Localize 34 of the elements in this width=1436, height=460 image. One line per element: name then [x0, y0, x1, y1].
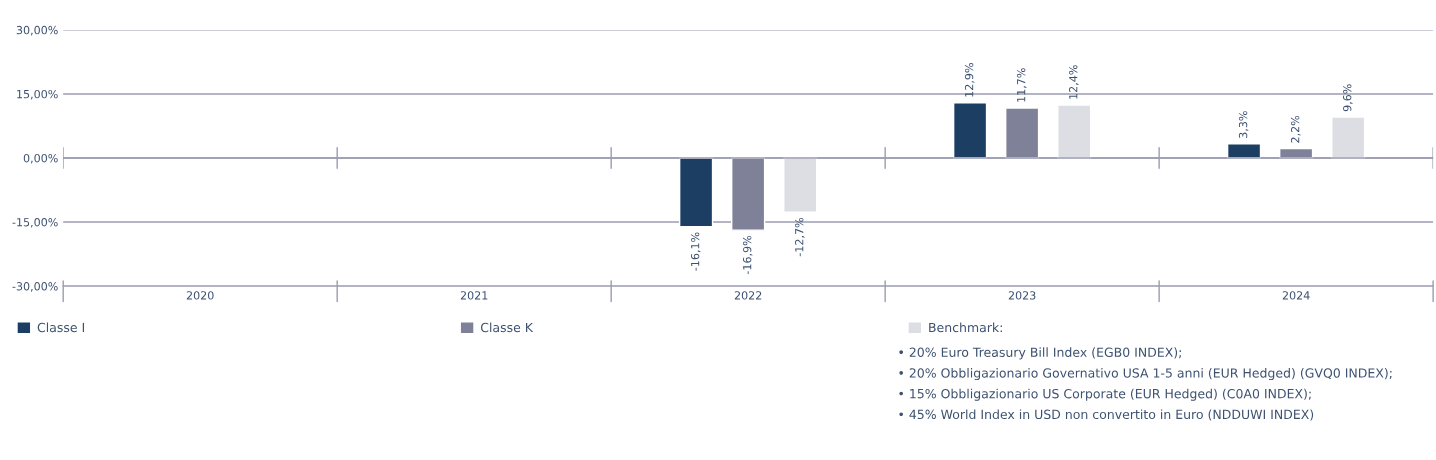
legend-label: Benchmark: — [929, 322, 1002, 333]
x-tick-label: 2023 — [1008, 291, 1036, 300]
data-label: 2,2% — [1290, 115, 1301, 143]
text: • 45% World Index in USD non convertito in Euro (NDDUWI INDEX) — [899, 409, 1314, 421]
y-tick-label: 30,00% — [16, 25, 58, 36]
x-tick-label: 2022 — [734, 291, 762, 300]
y-tick-label: 15,00% — [17, 89, 58, 100]
bar — [1331, 116, 1366, 159]
text: • 20% Euro Treasury Bill Index (EGB0 INDEX); — [899, 347, 1181, 360]
bar — [1057, 104, 1092, 159]
text: • 20% Obbligazionario Governativo USA 1-5 anni (EUR Hedged) (GVQ0 INDEX); — [899, 368, 1392, 381]
data-label: 9,6% — [1343, 84, 1353, 112]
bar — [678, 157, 714, 228]
x-tick-label: 2021 — [460, 291, 488, 300]
y-tick-label: 0,00% — [23, 153, 58, 164]
bar — [1226, 143, 1262, 159]
bar — [952, 102, 988, 159]
bar — [1005, 107, 1040, 159]
data-label: -16,1% — [690, 232, 701, 271]
x-tick-label: 2024 — [1282, 291, 1310, 300]
data-label: 12,4% — [1069, 65, 1079, 99]
legend-label: Classe I — [37, 322, 84, 333]
data-label: 3,3% — [1238, 111, 1249, 138]
data-label: -12,7% — [795, 217, 805, 257]
bar — [783, 157, 818, 213]
y-tick-label: -15,00% — [12, 218, 58, 228]
x-tick-label: 2020 — [186, 291, 214, 300]
bar — [731, 157, 766, 231]
data-label: -16,9% — [742, 235, 753, 275]
data-label: 11,7% — [1016, 68, 1027, 102]
y-tick-label: -30,00% — [12, 282, 58, 292]
legend-label: Classe K — [480, 322, 534, 333]
text: • 15% Obbligazionario US Corporate (EUR Hedged) (C0A0 INDEX); — [899, 388, 1311, 401]
data-label: 12,9% — [964, 63, 975, 97]
